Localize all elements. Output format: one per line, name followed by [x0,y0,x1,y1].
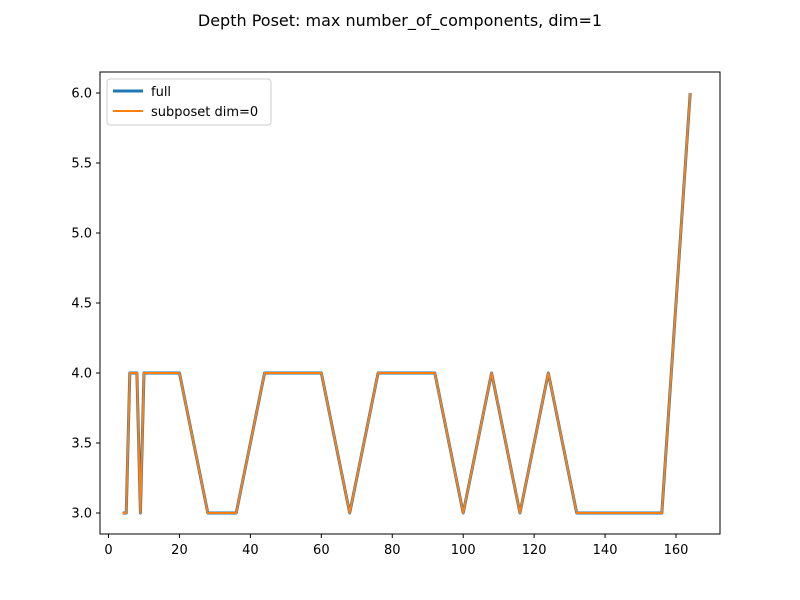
y-tick-label: 4.5 [71,297,92,312]
y-tick-label: 3.0 [71,507,92,522]
y-tick-label: 4.0 [71,367,92,382]
legend-label-subposet: subposet dim=0 [151,105,258,120]
x-tick-label: 0 [104,543,112,558]
y-tick-label: 5.0 [71,227,92,242]
x-tick-label: 80 [384,543,401,558]
x-tick-label: 160 [664,543,689,558]
y-tick-label: 3.5 [71,437,92,452]
legend-box [106,78,272,126]
y-tick-label: 6.0 [71,87,92,102]
x-tick-label: 100 [451,543,476,558]
y-axis: 3.0 3.5 4.0 4.5 5.0 5.5 6.0 [71,87,100,522]
x-tick-label: 20 [171,543,188,558]
series-layer [122,92,692,515]
x-tick-label: 40 [242,543,259,558]
legend: full subposet dim=0 [106,78,272,126]
y-tick-label: 5.5 [71,157,92,172]
legend-label-full: full [151,85,171,100]
x-tick-label: 120 [522,543,547,558]
x-axis: 0 20 40 60 80 100 120 140 160 [104,534,688,558]
x-tick-label: 60 [313,543,330,558]
series-line-subposet [122,92,692,514]
x-tick-label: 140 [593,543,618,558]
chart-title: Depth Poset: max number_of_components, d… [198,11,602,31]
